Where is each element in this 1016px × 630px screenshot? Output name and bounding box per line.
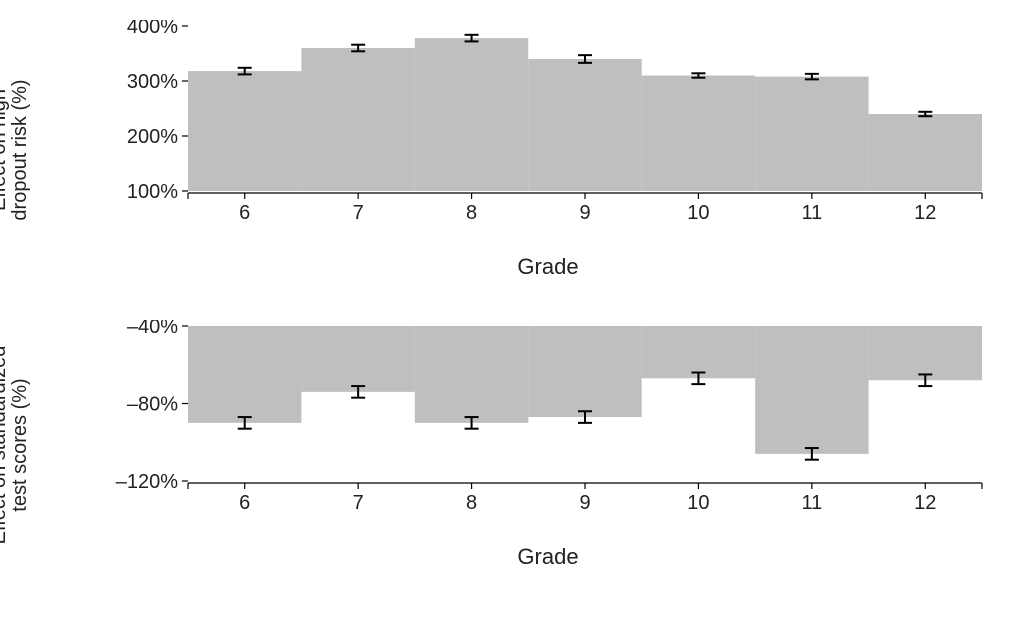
- xtick-label: 12: [914, 202, 936, 224]
- xtick-label: 9: [579, 492, 590, 514]
- bar: [642, 326, 755, 378]
- ytick-label: –80%: [127, 394, 178, 416]
- bar: [869, 326, 982, 380]
- xlabel-dropout: Grade: [110, 254, 986, 280]
- panel-dropout: Effect on high dropout risk (%) 100%200%…: [20, 20, 996, 280]
- chart-svg-dropout: 100% 200% 300% 400% 6 7 8 9 10 11 12: [110, 20, 986, 225]
- xtick-label: 9: [579, 202, 590, 224]
- bar: [301, 48, 414, 191]
- panel-scores: Effect on standardized test scores (%) –…: [20, 320, 996, 570]
- xtick-label: 6: [239, 202, 250, 224]
- bar: [642, 76, 755, 192]
- xtick-label: 10: [687, 202, 709, 224]
- xtick-label: 7: [353, 492, 364, 514]
- xtick-label: 8: [466, 202, 477, 224]
- bar: [528, 59, 641, 191]
- ytick-label: 400%: [127, 20, 178, 38]
- bar: [188, 326, 301, 423]
- chart-svg-scores: –40% –80% –120% 6 7 8 9 10 11 12: [110, 320, 986, 515]
- bar: [869, 114, 982, 191]
- ytick-label: 300%: [127, 71, 178, 93]
- xtick-label: 11: [801, 492, 822, 514]
- figure: Effect on high dropout risk (%) 100%200%…: [20, 20, 996, 570]
- plot-area-dropout: 100% 200% 300% 400% 6 7 8 9 10 11 12: [110, 20, 986, 225]
- bar: [528, 326, 641, 417]
- bar: [755, 77, 868, 191]
- ytick-label: –40%: [127, 320, 178, 338]
- error-bar: [465, 35, 479, 42]
- ytick-label: 200%: [127, 126, 178, 148]
- bar: [188, 71, 301, 191]
- bar: [415, 326, 528, 423]
- xtick-label: 11: [801, 202, 822, 224]
- ylabel-scores: Effect on standardized test scores (%): [0, 346, 31, 545]
- xtick-label: 7: [353, 202, 364, 224]
- ytick-label: 100%: [127, 181, 178, 203]
- xtick-label: 12: [914, 492, 936, 514]
- ylabel-dropout: Effect on high dropout risk (%): [0, 79, 31, 220]
- plot-area-scores: –40% –80% –120% 6 7 8 9 10 11 12: [110, 320, 986, 515]
- xtick-label: 6: [239, 492, 250, 514]
- bar: [755, 326, 868, 454]
- xtick-label: 8: [466, 492, 477, 514]
- xtick-label: 10: [687, 492, 709, 514]
- ytick-label: –120%: [116, 471, 178, 493]
- xlabel-scores: Grade: [110, 544, 986, 570]
- bar: [301, 326, 414, 392]
- bar: [415, 38, 528, 191]
